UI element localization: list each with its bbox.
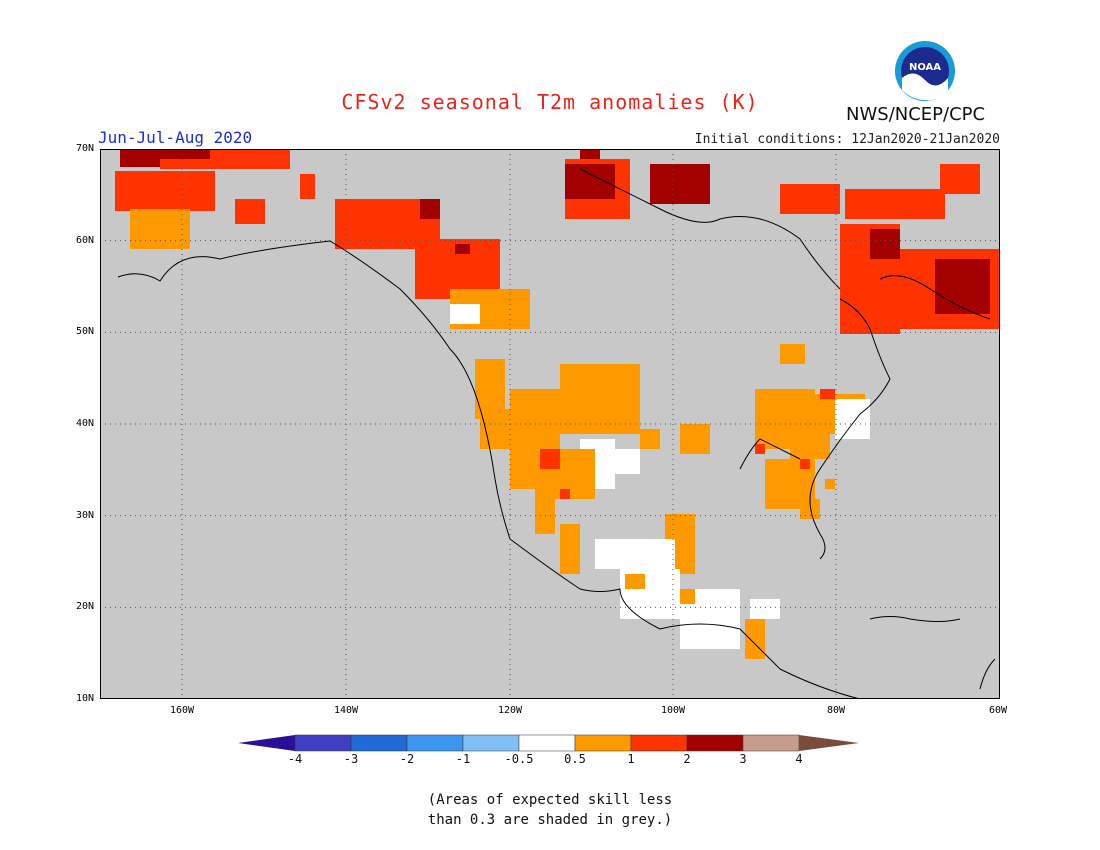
graticule: [100, 149, 1000, 699]
anomaly-cell: [235, 199, 265, 224]
anomaly-cell: [565, 164, 615, 199]
lon-label: 60W: [988, 705, 1008, 716]
anomaly-cell: [450, 304, 480, 324]
colorbar: [238, 734, 859, 752]
lat-label: 10N: [75, 693, 94, 704]
anomaly-cell: [745, 619, 765, 659]
anomaly-cell: [510, 389, 560, 489]
anomaly-cell: [420, 199, 440, 219]
anomaly-cell: [115, 171, 215, 211]
anomaly-cell: [640, 429, 660, 449]
anomaly-cell: [120, 149, 160, 167]
anomaly-cell: [540, 449, 560, 469]
anomaly-cell: [595, 539, 675, 569]
anomaly-cell: [610, 449, 640, 474]
anomaly-cell: [560, 489, 570, 499]
anomaly-cell: [160, 149, 210, 159]
colorbar-label: -0.5: [504, 752, 534, 766]
lat-label: 40N: [75, 418, 94, 429]
anomaly-cell: [560, 524, 580, 574]
colorbar-label: -3: [343, 752, 359, 766]
colorbar-box: [686, 734, 744, 752]
colorbar-label: 2: [683, 752, 691, 766]
anomaly-cell: [680, 424, 710, 454]
colorbar-low-triangle: [238, 735, 295, 751]
anomaly-cell: [845, 189, 945, 219]
note-line-2: than 0.3 are shaded in grey.): [427, 812, 673, 828]
anomaly-cell: [825, 479, 835, 489]
anomaly-cell: [780, 184, 840, 214]
colorbar-box: [574, 734, 632, 752]
anomaly-cell: [870, 229, 900, 259]
season-label: Jun-Jul-Aug 2020: [98, 128, 253, 147]
anomaly-cell: [820, 389, 835, 399]
anomaly-cell: [800, 459, 810, 469]
lon-label: 160W: [169, 705, 195, 716]
anomaly-cell: [650, 164, 710, 204]
colorbar-box: [518, 734, 576, 752]
anomaly-cell: [800, 499, 820, 519]
anomaly-cell: [780, 344, 805, 364]
colorbar-label: -2: [399, 752, 415, 766]
agency-label: NWS/NCEP/CPC: [846, 104, 986, 125]
lon-label: 120W: [497, 705, 523, 716]
anomaly-cell: [755, 444, 765, 454]
lat-label: 60N: [75, 234, 94, 246]
colorbar-high-triangle: [799, 735, 859, 751]
anomaly-cell: [300, 174, 315, 199]
anomaly-cell: [940, 164, 980, 194]
anomaly-cell: [580, 149, 600, 159]
anomaly-cell: [560, 364, 640, 434]
colorbar-label: 1: [627, 752, 635, 766]
note-line-1: (Areas of expected skill less: [427, 792, 673, 808]
colorbar-label: 4: [795, 752, 803, 766]
colorbar-label: 3: [739, 752, 747, 766]
colorbar-box: [742, 734, 800, 752]
anomaly-cell: [835, 399, 870, 439]
anomaly-cell: [935, 259, 990, 314]
lon-label: 80W: [826, 705, 846, 716]
colorbar-label: 0.5: [564, 752, 586, 766]
forecast-map: [100, 149, 1000, 699]
colorbar-box: [294, 734, 352, 752]
lat-label: 50N: [75, 326, 94, 338]
coastlines: [117, 168, 996, 699]
anomaly-cell: [625, 574, 645, 589]
anomaly-cell: [535, 489, 555, 534]
colorbar-label: -4: [287, 752, 303, 766]
anomaly-cell: [130, 209, 190, 249]
lon-label: 100W: [660, 705, 686, 716]
colorbar-box: [462, 734, 520, 752]
logo-text: NOAA: [909, 62, 941, 73]
lon-label: 140W: [333, 705, 359, 716]
initial-conditions-label: Initial conditions: 12Jan2020-21Jan2020: [694, 132, 1000, 147]
lat-label: 20N: [75, 601, 94, 613]
anomaly-cell: [750, 599, 780, 619]
anomaly-cell: [680, 589, 695, 604]
lat-label: 70N: [75, 143, 94, 154]
lat-label: 30N: [75, 509, 94, 521]
chart-title: CFSv2 seasonal T2m anomalies (K): [341, 90, 759, 114]
colorbar-box: [630, 734, 688, 752]
colorbar-box: [350, 734, 408, 752]
anomaly-cell: [455, 244, 470, 254]
noaa-logo: NOAA: [895, 41, 955, 101]
colorbar-box: [406, 734, 464, 752]
colorbar-label: -1: [455, 752, 471, 766]
